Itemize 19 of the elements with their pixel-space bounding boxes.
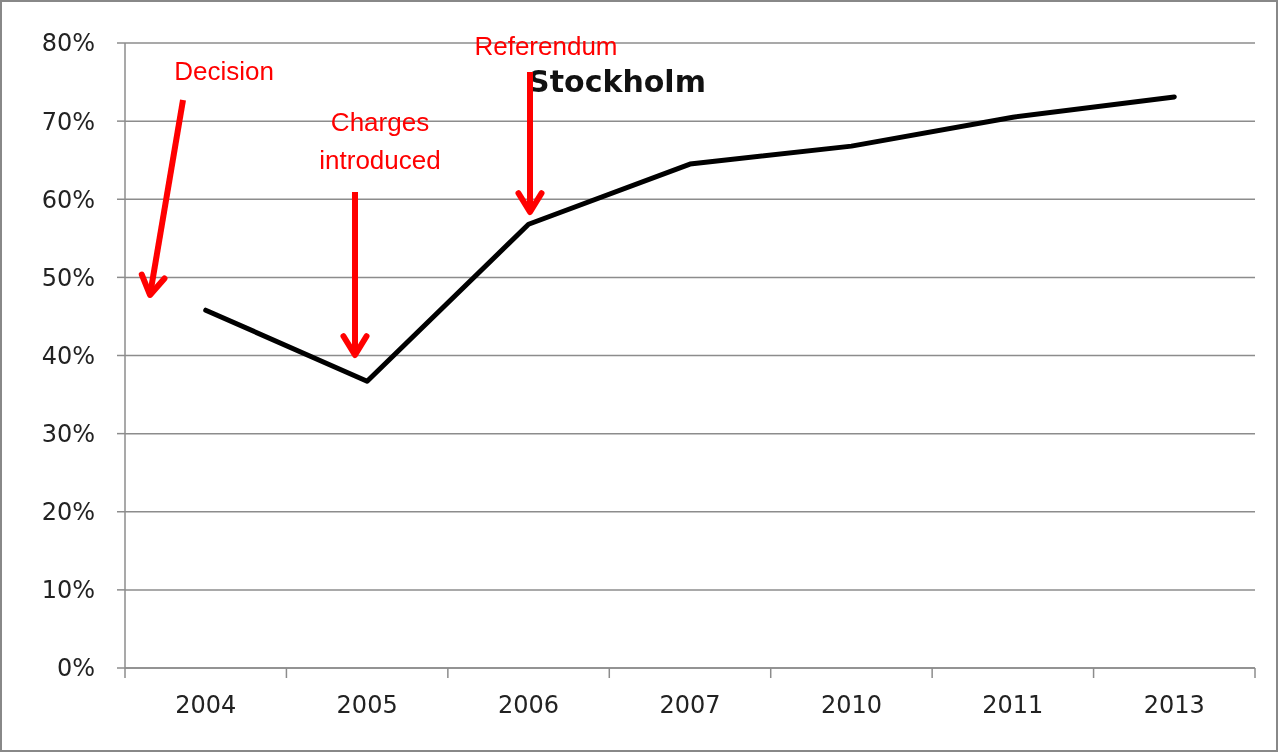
x-tick-label: 2013 <box>1143 691 1205 719</box>
y-tick-label: 10% <box>41 576 95 605</box>
x-tick-label: 2011 <box>982 691 1044 719</box>
x-tick-label: 2005 <box>336 691 398 719</box>
annotation: Charges introduced <box>319 107 441 175</box>
x-tick-label: 2004 <box>175 691 237 719</box>
y-tick-label: 30% <box>41 420 95 449</box>
x-tick-label: 2006 <box>498 691 560 719</box>
y-tick-label: 40% <box>41 341 95 370</box>
y-tick-label: 20% <box>41 498 95 527</box>
annotation: Decision <box>174 56 274 86</box>
x-tick-label: 2007 <box>659 691 721 719</box>
annotation: Referendum <box>474 31 618 61</box>
x-tick-label: 2010 <box>820 691 882 719</box>
y-tick-label: 80% <box>41 29 95 58</box>
y-tick-label: 50% <box>41 263 95 292</box>
y-tick-label: 60% <box>41 185 95 214</box>
y-tick-label: 70% <box>41 107 95 136</box>
y-tick-label: 0% <box>56 654 95 683</box>
